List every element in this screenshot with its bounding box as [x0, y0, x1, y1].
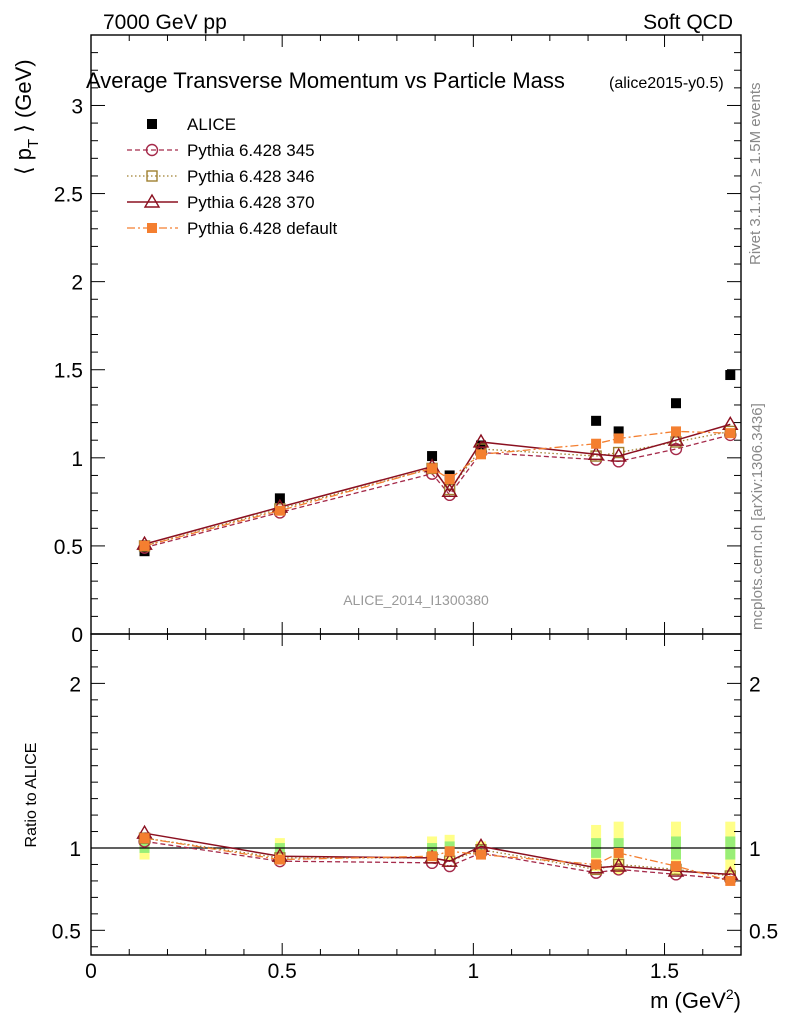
y-tick-label: 2 — [71, 272, 83, 295]
legend-label-p345: Pythia 6.428 345 — [187, 141, 315, 160]
data-point-p370 — [472, 433, 490, 448]
analysis-tag: (alice2015-y0.5) — [609, 75, 724, 92]
ratio-panel: 0.5 0.51 12 20 0.5 1 1.5 — [52, 633, 778, 983]
data-point-alice — [274, 493, 285, 504]
main-panel: 0 0.5 1 1.5 2 2.5 3 — [54, 34, 742, 647]
y-tick-label: 0.5 — [52, 920, 81, 943]
analysis-watermark: ALICE_2014_I1300380 — [343, 592, 489, 608]
data-point-p370 — [610, 857, 627, 872]
series-line-p346 — [144, 430, 731, 547]
data-point-alice — [427, 451, 438, 462]
data-point-pdef — [139, 540, 150, 551]
x-tick-label: 0 — [85, 960, 97, 983]
collision-label: 7000 GeV pp — [103, 11, 227, 34]
data-point-pdef — [613, 847, 624, 858]
legend-marker-alice — [147, 119, 157, 129]
x-tick-label: 1 — [468, 960, 480, 983]
axes-frame — [90, 633, 742, 956]
data-point-pdef — [139, 833, 150, 844]
data-point-p370 — [587, 445, 605, 460]
series-line-p370 — [144, 423, 731, 545]
mcplots-source-label: mcplots.cern.ch [arXiv:1306.3436] — [749, 403, 766, 630]
legend-marker-pdef — [147, 223, 157, 233]
y-tick-label: 1 — [71, 448, 83, 471]
data-point-pdef — [274, 505, 285, 516]
data-point-pdef — [613, 433, 624, 444]
data-point-pdef — [671, 861, 681, 872]
data-point-pdef — [725, 875, 736, 886]
x-axis-label-sup: 2 — [726, 986, 734, 1002]
plot-title: Average Transverse Momentum vs Particle … — [86, 68, 565, 93]
data-point-alice — [671, 398, 681, 409]
y-tick-label: 3 — [71, 95, 83, 118]
data-point-pdef — [591, 859, 602, 870]
series-line-p370 — [144, 832, 731, 876]
data-point-p370 — [610, 447, 627, 462]
y-tick-label-right: 1 — [749, 838, 761, 861]
legend: ALICE Pythia 6.428 345 Pythia 6.428 346 Pyt… — [127, 115, 338, 238]
y-tick-label-right: 2 — [749, 673, 761, 696]
data-point-p345 — [669, 442, 683, 456]
y-axis-label-right: ⟩ (GeV) — [11, 59, 36, 138]
x-tick-label: 0.5 — [268, 960, 297, 983]
data-point-pdef — [671, 426, 681, 437]
data-point-alice — [613, 426, 624, 437]
data-point-pdef — [444, 473, 455, 484]
y-tick-label: 2 — [69, 673, 81, 696]
y-tick-label: 0.5 — [54, 536, 83, 559]
data-point-pdef — [476, 849, 486, 860]
data-point-pdef — [725, 428, 736, 439]
data-point-p370 — [667, 431, 685, 446]
data-point-pdef — [427, 463, 438, 474]
legend-label-alice: ALICE — [187, 115, 236, 134]
data-point-pdef — [591, 438, 602, 449]
x-tick-label: 1.5 — [650, 960, 679, 983]
data-point-pdef — [427, 851, 438, 862]
data-point-p370 — [441, 482, 458, 497]
data-point-pdef — [444, 846, 455, 857]
x-axis-label-main: m (GeV — [650, 988, 726, 1013]
data-point-alice — [476, 440, 486, 451]
y-tick-label: 0 — [71, 624, 83, 647]
y-axis-label-main: ⟨ pT ⟩ (GeV) — [11, 59, 42, 175]
data-point-pdef — [476, 449, 486, 460]
legend-marker-p345 — [145, 143, 159, 157]
data-point-p370 — [441, 852, 458, 867]
y-axis-label-left: ⟨ p — [11, 148, 36, 175]
y-tick-label: 2.5 — [54, 184, 83, 207]
rivet-version-label: Rivet 3.1.10, ≥ 1.5M events — [747, 83, 764, 266]
series-line-p345 — [144, 434, 731, 549]
y-axis-label-ratio: Ratio to ALICE — [23, 743, 40, 848]
legend-marker-p346 — [146, 170, 158, 182]
y-tick-label: 1 — [69, 838, 81, 861]
legend-label-pdef: Pythia 6.428 default — [187, 219, 338, 238]
y-tick-label: 1.5 — [54, 360, 83, 383]
data-point-pdef — [274, 854, 285, 865]
category-label: Soft QCD — [643, 11, 733, 34]
x-axis-label: m (GeV2) — [650, 986, 741, 1013]
legend-label-p346: Pythia 6.428 346 — [187, 167, 315, 186]
data-point-alice — [591, 415, 602, 426]
series-line-pdef — [144, 430, 731, 547]
data-point-alice — [725, 370, 736, 381]
y-axis-label-sub: T — [25, 139, 42, 148]
x-axis-label-end: ) — [734, 988, 741, 1013]
y-tick-label-right: 0.5 — [749, 920, 778, 943]
legend-label-p370: Pythia 6.428 370 — [187, 193, 315, 212]
legend-marker-p370 — [143, 193, 161, 208]
data-point-p346 — [612, 446, 625, 459]
